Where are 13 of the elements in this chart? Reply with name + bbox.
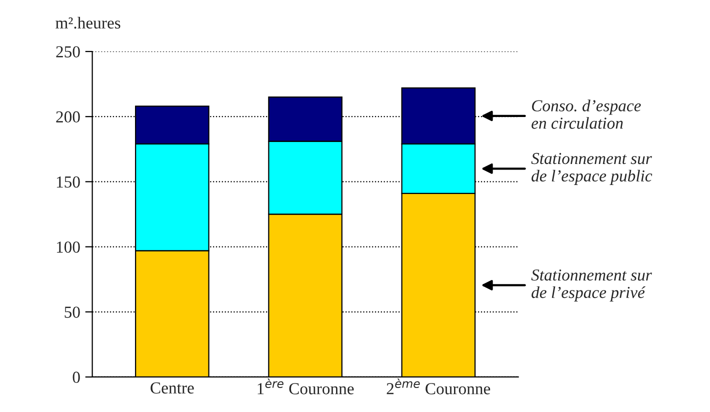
y-tick-label: 150 [56,176,80,188]
y-tick-label: 250 [56,46,80,58]
x-tick-label: 2$^{ème}$ Couronne [386,378,490,394]
legend-label: Conso. d’espace en circulation [532,100,641,129]
y-axis-title: m².heures [56,16,120,29]
legend-label: Stationnement sur de l’espace privé [531,269,652,302]
y-tick-label: 0 [72,372,80,383]
x-tick-label: Centre [150,382,194,394]
y-tick-label: 50 [64,306,80,318]
x-tick-label: 1$^{ère}$ Couronne [258,378,354,394]
y-tick-label: 100 [56,241,80,253]
legend-label: Stationnement sur de l’espace public [531,152,652,185]
y-tick-label: 200 [56,111,80,123]
